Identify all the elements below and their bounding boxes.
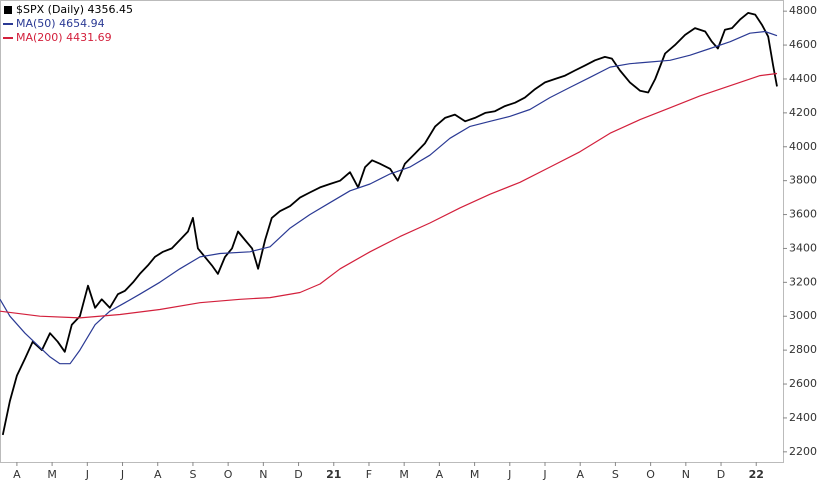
y-tick-label: 3800 [789,174,817,187]
y-tick-label: 4200 [789,106,817,119]
legend-label: MA(50) 4654.94 [16,17,105,30]
legend-swatch [4,6,12,14]
x-tick-label: J [542,468,546,481]
x-tick-label: S [189,468,196,481]
legend-bg [2,18,152,31]
x-tick-label: 22 [749,468,764,481]
x-tick-label: D [294,468,302,481]
legend-bg [2,4,152,17]
y-tick-label: 3400 [789,241,817,254]
y-tick-label: 4800 [789,4,817,17]
series-line [1,11,778,436]
x-tick-label: N [259,468,267,481]
series-line [0,72,778,319]
y-tick-label: 3600 [789,208,817,221]
legend-bg [2,32,152,45]
y-tick-label: 4400 [789,72,817,85]
plot-frame [0,0,784,463]
x-tick-label: O [224,468,233,481]
x-tick-label: A [436,468,444,481]
legend-label: $SPX (Daily) 4356.45 [16,3,133,16]
y-tick-label: 2600 [789,377,817,390]
y-tick-label: 2400 [789,411,817,424]
legend-label: MA(200) 4431.69 [16,31,112,44]
y-tick-label: 3200 [789,275,817,288]
series-line [0,30,778,365]
x-tick-label: A [576,468,584,481]
x-tick-label: M [470,468,480,481]
x-tick-label: 21 [326,468,341,481]
y-tick-label: 2800 [789,343,817,356]
y-tick-label: 2200 [789,445,817,458]
x-tick-label: J [85,468,89,481]
x-tick-label: D [717,468,725,481]
x-tick-label: O [646,468,655,481]
x-tick-label: J [507,468,511,481]
x-tick-label: M [399,468,409,481]
y-tick-label: 3000 [789,309,817,322]
x-tick-label: A [154,468,162,481]
x-tick-label: N [682,468,690,481]
x-tick-label: A [13,468,21,481]
y-tick-label: 4000 [789,140,817,153]
x-tick-label: J [120,468,124,481]
y-tick-label: 4600 [789,38,817,51]
x-tick-label: F [366,468,372,481]
x-tick-label: M [47,468,57,481]
x-tick-label: S [612,468,619,481]
